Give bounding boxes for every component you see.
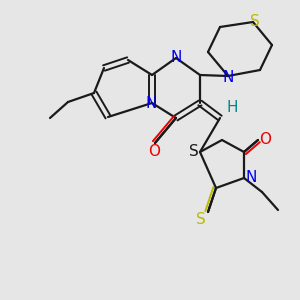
Text: S: S — [196, 212, 206, 227]
Text: O: O — [148, 143, 160, 158]
Text: N: N — [245, 170, 257, 185]
Text: N: N — [170, 50, 182, 64]
Text: N: N — [145, 97, 157, 112]
Text: S: S — [189, 143, 199, 158]
Text: O: O — [259, 131, 271, 146]
Text: S: S — [250, 14, 260, 28]
Text: N: N — [222, 70, 234, 85]
Text: H: H — [226, 100, 238, 115]
